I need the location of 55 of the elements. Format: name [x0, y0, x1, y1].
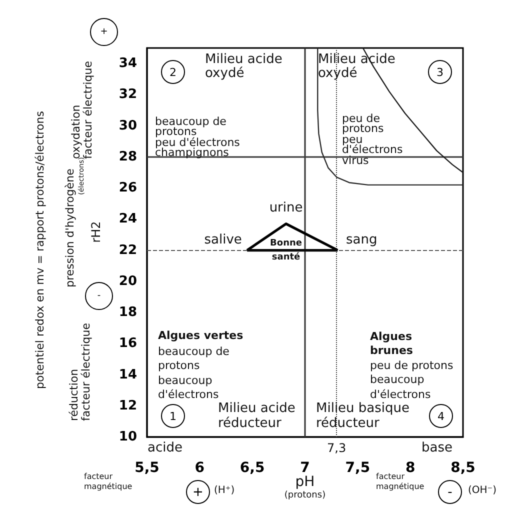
text: potentiel redox en mv = rapport protons/électrons — [34, 111, 46, 389]
y-tick-label: 24 — [118, 212, 137, 227]
text: (H⁺) — [214, 485, 235, 496]
y-tick-label: 32 — [118, 87, 137, 102]
annotation: Milieu acide oxydé — [205, 52, 282, 81]
x-tick-label: 8,5 — [450, 460, 476, 476]
y-tick-label: 10 — [118, 430, 137, 444]
x-tick-label: 5,5 — [134, 460, 160, 476]
annotation: Milieu acide réducteur — [218, 401, 296, 432]
text: acide — [148, 440, 182, 456]
circle-icon: 3 — [428, 60, 452, 84]
text: facteur magnétique — [84, 472, 132, 492]
circle-icon: - — [85, 282, 113, 310]
text: réduction facteur électrique — [67, 323, 92, 421]
y-tick-label: 16 — [118, 336, 137, 352]
annotation: Algues vertes — [158, 329, 244, 342]
y-axis-title: rH2 — [89, 221, 103, 243]
y-tick-label: 14 — [118, 367, 137, 382]
annotation: Bonne santé — [270, 238, 302, 264]
annotation: beaucoup de protons peu d'électrons champignons — [155, 115, 240, 160]
circle-icon: 2 — [161, 60, 185, 84]
x-axis-title: pH (protons) — [284, 474, 326, 500]
annotation: salive — [204, 232, 242, 248]
text: base — [422, 440, 452, 456]
y-tick-label: 18 — [118, 305, 137, 320]
ref-line-label: 7,3 — [327, 441, 346, 455]
annotation: 1 — [170, 410, 176, 422]
text: oxydation facteur électrique — [69, 61, 94, 159]
text: (OH⁻) — [468, 485, 496, 496]
annotation: Milieu basique réducteur — [316, 401, 410, 432]
y-tick-label: 26 — [118, 180, 137, 196]
x-tick-label: 7,5 — [345, 460, 370, 476]
annotation: peu de protons beaucoup d'électrons — [370, 359, 454, 402]
circle-icon: + — [90, 18, 118, 46]
circle-icon: 4 — [429, 404, 453, 428]
annotation: peu de protons peu d'électrons virus — [342, 112, 403, 167]
y-tick-label: 28 — [118, 149, 137, 164]
x-tick-label: 6,5 — [240, 460, 265, 476]
x-tick-label: 6 — [194, 460, 205, 476]
y-tick-label: 22 — [118, 242, 137, 258]
y-tick-label: 20 — [118, 274, 137, 289]
annotation: urine — [269, 200, 303, 216]
circle-icon: - — [438, 480, 462, 504]
annotation: 3 — [436, 66, 444, 78]
y-tick-label: 34 — [118, 56, 137, 72]
annotation: 4 — [438, 410, 444, 422]
annotation: beaucoup de protons beaucoup d'électrons — [158, 345, 230, 402]
circle-icon: + — [186, 480, 210, 504]
y-tick-label: 30 — [118, 118, 137, 134]
x-tick-label: 7 — [300, 460, 310, 476]
text: pression d'hydrogène — [64, 168, 76, 288]
annotation: 2 — [170, 66, 176, 78]
circle-icon: 1 — [161, 404, 185, 428]
annotation: sang — [346, 232, 378, 248]
y-tick-label: 12 — [118, 398, 137, 414]
